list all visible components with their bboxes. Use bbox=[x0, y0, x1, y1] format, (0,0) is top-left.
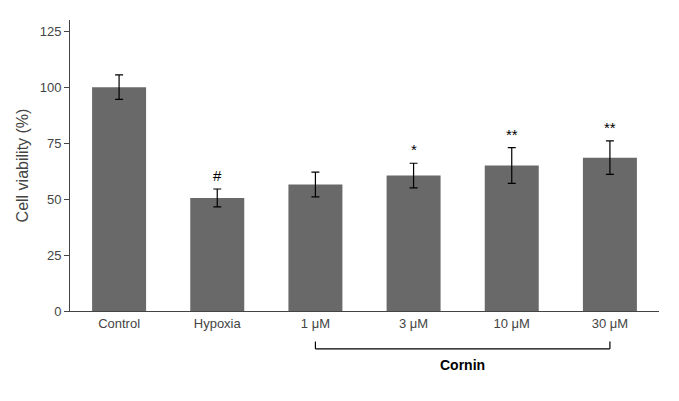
svg-text:75: 75 bbox=[47, 136, 61, 151]
svg-text:Cell viability (%): Cell viability (%) bbox=[14, 109, 31, 223]
svg-text:100: 100 bbox=[40, 80, 62, 95]
svg-text:1 μM: 1 μM bbox=[301, 316, 330, 331]
svg-text:*: * bbox=[411, 141, 417, 158]
svg-text:25: 25 bbox=[47, 248, 61, 263]
svg-text:3 μM: 3 μM bbox=[399, 316, 428, 331]
svg-text:10 μM: 10 μM bbox=[494, 316, 530, 331]
svg-text:50: 50 bbox=[47, 192, 61, 207]
svg-text:Cornin: Cornin bbox=[440, 357, 485, 373]
svg-text:Control: Control bbox=[98, 316, 140, 331]
svg-text:**: ** bbox=[604, 119, 616, 136]
svg-text:30 μM: 30 μM bbox=[592, 316, 628, 331]
svg-text:#: # bbox=[213, 167, 222, 184]
svg-text:Hypoxia: Hypoxia bbox=[194, 316, 242, 331]
svg-text:0: 0 bbox=[54, 304, 61, 319]
svg-text:**: ** bbox=[506, 126, 518, 143]
svg-text:125: 125 bbox=[40, 24, 62, 39]
